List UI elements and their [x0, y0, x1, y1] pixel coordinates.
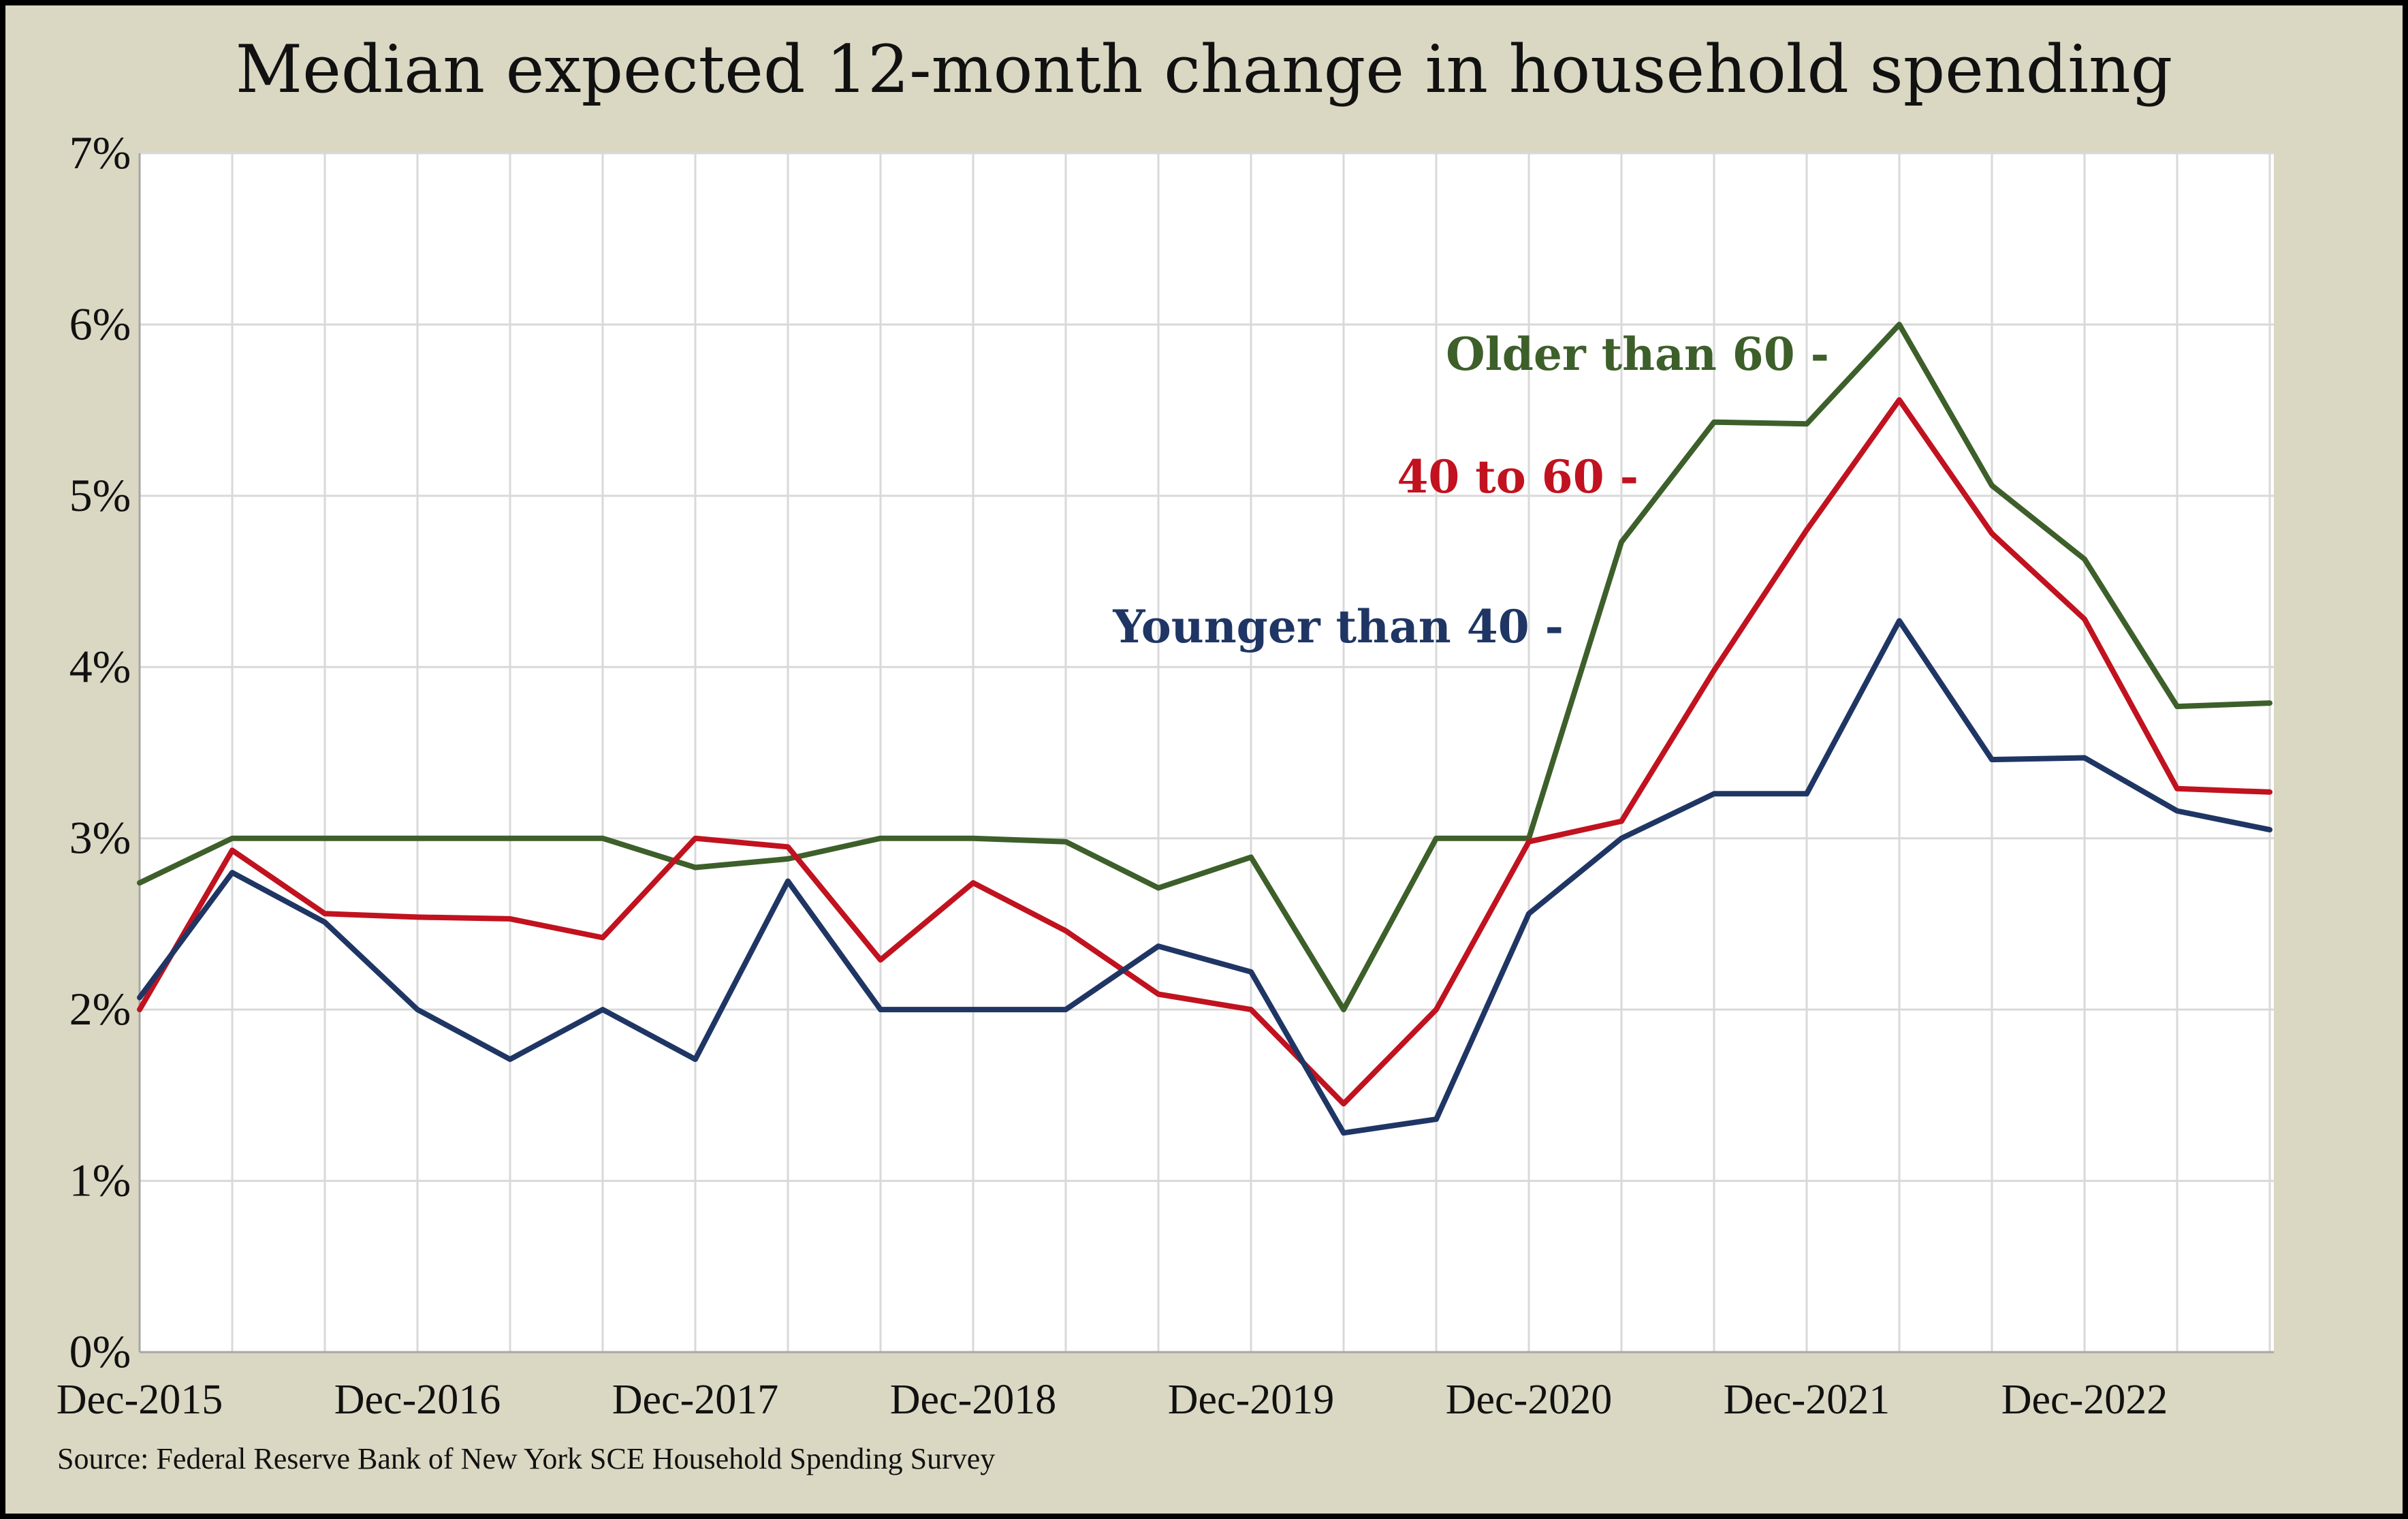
y-tick-label: 3% — [69, 812, 131, 864]
x-tick-label: Dec-2015 — [57, 1377, 223, 1423]
plot-area — [140, 153, 2274, 1352]
x-tick-label: Dec-2019 — [1168, 1377, 1334, 1423]
x-tick-label: Dec-2017 — [612, 1377, 778, 1423]
x-tick-label: Dec-2022 — [2001, 1377, 2168, 1423]
x-tick-label: Dec-2020 — [1446, 1377, 1612, 1423]
series-lines — [137, 322, 2272, 1136]
x-axis-tick-labels: Dec-2015 Dec-2016 Dec-2017 Dec-2018 Dec-2019… — [57, 1377, 2168, 1423]
series-line-3 — [137, 618, 2272, 1136]
y-tick-label: 4% — [69, 640, 131, 692]
x-tick-label: Dec-2018 — [890, 1377, 1056, 1423]
y-tick-label: 0% — [69, 1326, 131, 1377]
vertical-gridlines — [231, 153, 2271, 1352]
series-label-3: Younger than 40 - — [1112, 600, 1564, 653]
chart-title: Median expected 12-month change in house… — [235, 31, 2173, 108]
source-note: Source: Federal Reserve Bank of New York… — [57, 1442, 996, 1475]
series-label-2: 40 to 60 - — [1397, 450, 1638, 503]
y-tick-label: 2% — [69, 983, 131, 1035]
y-tick-label: 1% — [69, 1155, 131, 1206]
x-tick-label: Dec-2016 — [334, 1377, 501, 1423]
chart-frame: Median expected 12-month change in house… — [5, 5, 2403, 1514]
series-line-2 — [137, 397, 2272, 1107]
y-axis-tick-labels: 0% 1% 2% 3% 4% 5% 6% 7% — [69, 127, 131, 1377]
series-line-1 — [137, 322, 2272, 1013]
series-labels: Older than 60 - 40 to 60 - Younger than 40… — [1112, 328, 1829, 653]
series-label-1: Older than 60 - — [1446, 328, 1829, 381]
y-tick-label: 6% — [69, 298, 131, 349]
line-chart: 0%1%2%3%4%5%6%7% Dec-2015 Dec-2016 Dec-201… — [57, 127, 2274, 1423]
x-tick-label: Dec-2021 — [1724, 1377, 1890, 1423]
y-tick-label: 5% — [69, 469, 131, 521]
y-tick-label: 7% — [69, 127, 131, 178]
horizontal-gridlines — [138, 152, 2274, 1353]
